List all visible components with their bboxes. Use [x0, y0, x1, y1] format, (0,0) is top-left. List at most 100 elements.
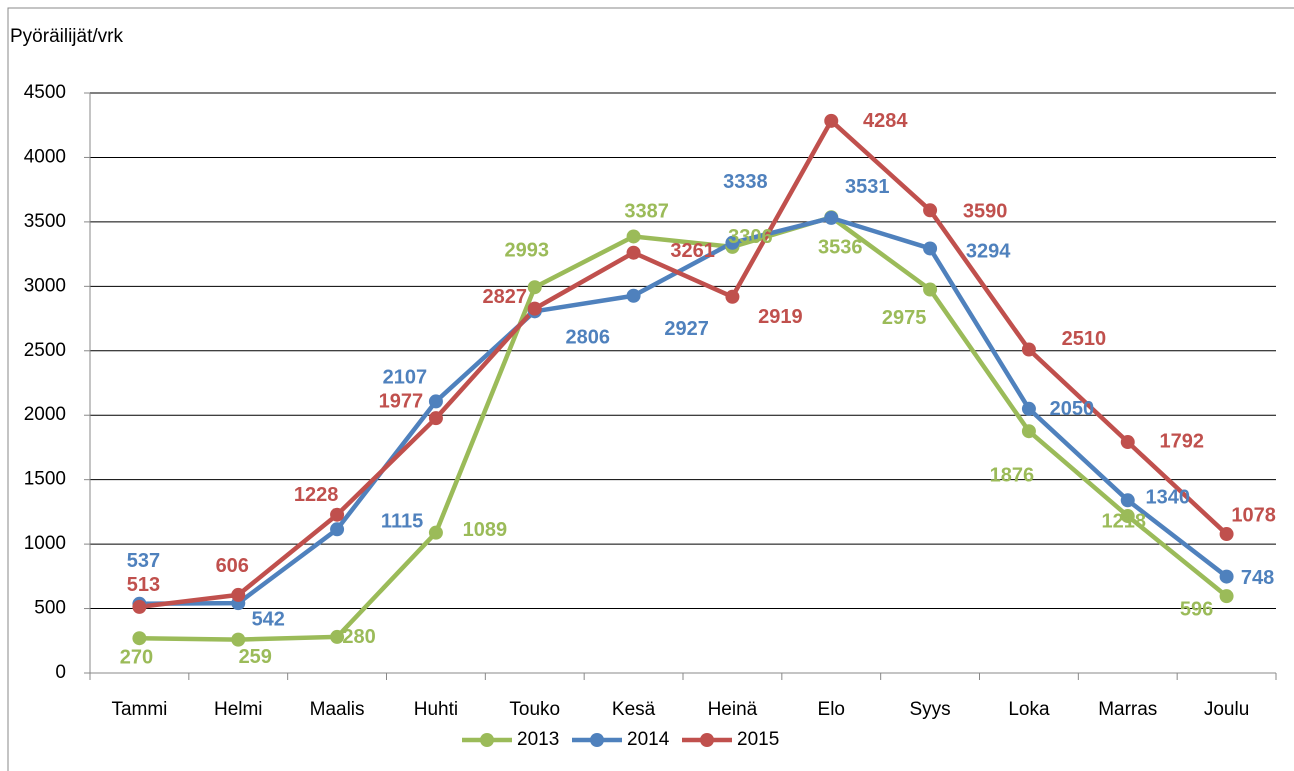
legend-marker: [480, 733, 494, 747]
marker: [330, 507, 345, 522]
x-tick-label: Tammi: [111, 699, 167, 720]
marker: [923, 282, 938, 297]
marker: [1120, 493, 1135, 508]
marker: [923, 241, 938, 256]
series-line: [139, 215, 1228, 607]
legend-label: 2014: [627, 729, 670, 750]
data-label: 2806: [566, 327, 611, 349]
x-tick-label: Joulu: [1204, 699, 1249, 720]
y-tick-label: 1500: [24, 469, 66, 490]
legend-marker: [700, 733, 714, 747]
y-tick-label: 4000: [24, 146, 66, 167]
y-tick-label: 500: [34, 598, 66, 619]
data-label: 542: [252, 608, 285, 630]
marker: [330, 522, 345, 537]
marker: [428, 411, 443, 426]
data-label: 1792: [1160, 430, 1205, 452]
data-label: 1089: [463, 519, 508, 541]
marker: [132, 599, 147, 614]
data-label: 3536: [818, 237, 863, 259]
y-axis-title: Pyöräilijät/vrk: [10, 26, 123, 47]
data-label: 1078: [1231, 504, 1276, 526]
y-tick-label: 1000: [24, 533, 66, 554]
marker: [824, 210, 839, 225]
marker: [1021, 401, 1036, 416]
data-label: 2050: [1050, 398, 1095, 420]
data-label: 1977: [379, 390, 424, 412]
data-label: 3338: [723, 171, 768, 193]
marker: [824, 113, 839, 128]
x-tick-label: Kesä: [612, 699, 656, 720]
data-label: 2827: [483, 286, 528, 308]
data-label: 280: [342, 626, 375, 648]
data-label: 270: [120, 646, 153, 668]
x-tick-label: Marras: [1098, 699, 1157, 720]
x-tick-label: Syys: [909, 699, 950, 720]
marker: [231, 632, 246, 647]
data-label: 2510: [1062, 328, 1107, 350]
marker: [330, 629, 345, 644]
legend-label: 2013: [517, 729, 559, 750]
data-label: 1218: [1102, 510, 1147, 532]
data-label: 1228: [294, 484, 339, 506]
marker: [725, 235, 740, 250]
data-label: 2919: [758, 306, 803, 328]
series-line: [139, 214, 1229, 642]
x-tick-label: Huhti: [414, 699, 458, 720]
legend-marker: [590, 733, 604, 747]
data-label: 513: [127, 574, 160, 596]
data-label: 259: [239, 646, 272, 668]
marker: [1219, 589, 1234, 604]
marker: [626, 288, 641, 303]
data-label: 2927: [664, 318, 709, 340]
marker: [1021, 424, 1036, 439]
data-label: 1876: [990, 464, 1035, 486]
data-label: 3387: [624, 201, 669, 223]
data-label: 4284: [863, 110, 908, 132]
data-label: 2107: [383, 367, 428, 389]
marker: [527, 301, 542, 316]
marker: [1120, 435, 1135, 450]
data-label: 2993: [505, 240, 550, 262]
x-tick-label: Touko: [509, 699, 560, 720]
x-tick-label: Maalis: [310, 699, 365, 720]
data-label: 3531: [845, 176, 890, 198]
y-tick-label: 3000: [24, 275, 66, 296]
data-label: 537: [127, 550, 160, 572]
x-tick-label: Helmi: [214, 699, 263, 720]
marker: [725, 289, 740, 304]
legend-label: 2015: [737, 729, 779, 750]
series-line: [139, 118, 1229, 610]
data-label: 596: [1180, 598, 1213, 620]
marker: [428, 394, 443, 409]
data-label: 1340: [1146, 487, 1191, 509]
data-label: 748: [1241, 567, 1274, 589]
marker: [132, 631, 147, 646]
y-tick-label: 3500: [24, 211, 66, 232]
y-tick-label: 4500: [24, 82, 66, 103]
marker: [1219, 569, 1234, 584]
marker: [1120, 509, 1135, 524]
marker: [527, 280, 542, 295]
marker: [923, 203, 938, 218]
data-label: 3294: [966, 241, 1011, 263]
data-label: 1115: [381, 511, 423, 533]
marker: [626, 229, 641, 244]
x-tick-label: Heinä: [708, 699, 758, 720]
data-label: 3590: [963, 201, 1008, 223]
y-tick-label: 0: [55, 662, 66, 683]
data-label: 606: [216, 555, 249, 577]
data-label: 2975: [882, 307, 927, 329]
marker: [1021, 342, 1036, 357]
marker: [428, 525, 443, 540]
y-tick-label: 2500: [24, 340, 66, 361]
data-label: 3306: [728, 226, 773, 248]
y-tick-label: 2000: [24, 404, 66, 425]
x-tick-label: Elo: [818, 699, 845, 720]
data-label: 3261: [670, 240, 715, 262]
x-tick-label: Loka: [1008, 699, 1050, 720]
marker: [1219, 527, 1234, 542]
chart-border: [7, 7, 1294, 771]
marker: [626, 245, 641, 260]
